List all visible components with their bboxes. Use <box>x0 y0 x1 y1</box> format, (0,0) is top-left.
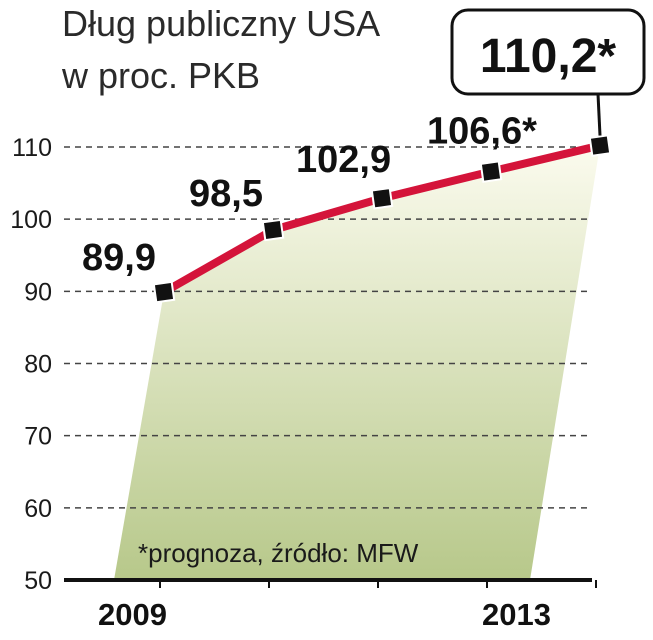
data-label: 89,9 <box>82 237 156 279</box>
data-marker <box>479 160 503 183</box>
y-tick-label: 60 <box>24 495 52 523</box>
data-label: 102,9 <box>296 139 391 181</box>
data-labels: 89,9 98,5 102,9 106,6* <box>82 111 537 280</box>
x-tick-label: 2009 <box>98 597 167 632</box>
data-markers <box>152 134 612 304</box>
y-tick-label: 50 <box>24 567 52 595</box>
data-marker <box>261 218 285 242</box>
data-marker <box>588 134 612 157</box>
y-tick-label: 100 <box>10 206 52 234</box>
callout: 110,2* <box>450 8 646 136</box>
chart-title-line-1: Dług publiczny USA <box>62 3 380 44</box>
chart-title-line-2: w proc. PKB <box>61 55 260 96</box>
y-tick-label: 90 <box>24 278 52 306</box>
data-marker <box>370 186 394 210</box>
data-marker <box>152 280 176 304</box>
callout-box <box>450 8 646 96</box>
y-tick-label: 110 <box>12 134 52 162</box>
data-label: 98,5 <box>189 173 263 215</box>
data-label: 110,2* <box>480 30 616 83</box>
data-label: 106,6* <box>427 111 537 153</box>
callout-pointer <box>596 93 602 136</box>
y-tick-label: 70 <box>24 423 52 451</box>
footnote: *prognoza, źródło: MFW <box>138 538 419 568</box>
x-tick-label: 2013 <box>482 597 551 632</box>
y-tick-label: 80 <box>24 351 52 379</box>
y-axis: 50 60 70 80 90 100 110 <box>10 134 52 595</box>
x-axis: 2009 2013 <box>98 580 597 632</box>
